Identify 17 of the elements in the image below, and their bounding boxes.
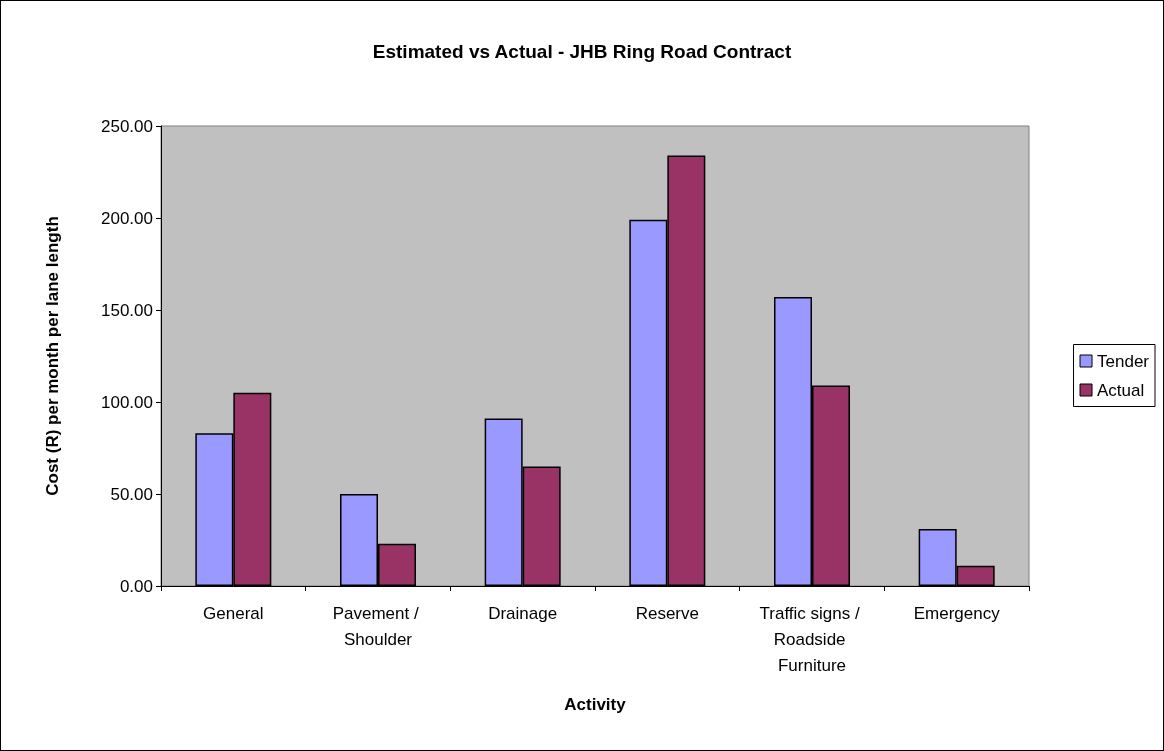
y-tick-label: 200.00 <box>101 208 153 228</box>
legend-label: Actual <box>1097 380 1145 400</box>
x-tick-label: Drainage <box>488 603 558 623</box>
x-tick-label: Traffic signs / Roadside Furniture <box>759 603 865 675</box>
y-tick-label: 0.00 <box>119 576 153 596</box>
y-tick-label: 250.00 <box>101 116 153 136</box>
y-tick-label: 150.00 <box>101 300 153 320</box>
x-tick-label: Reserve <box>635 603 699 623</box>
y-axis-title: Cost (R) per month per lane length <box>43 216 62 496</box>
x-tick-label: Pavement / Shoulder <box>332 603 424 649</box>
legend-label: Tender <box>1097 351 1150 371</box>
x-tick-label: Emergency <box>913 603 1001 623</box>
chart-title: Estimated vs Actual - JHB Ring Road Contract <box>372 41 792 62</box>
x-axis-title: Activity <box>564 695 627 714</box>
y-tick-label: 100.00 <box>101 392 153 412</box>
y-tick-label: 50.00 <box>110 484 153 504</box>
x-tick-label: General <box>203 603 264 623</box>
